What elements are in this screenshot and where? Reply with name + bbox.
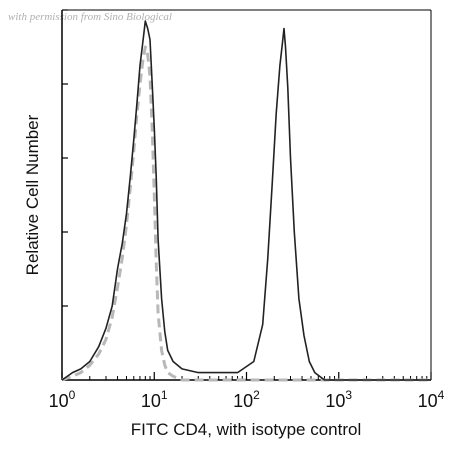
x-tick-label: 101 [141, 388, 168, 411]
y-axis-label: Relative Cell Number [23, 114, 42, 275]
x-tick-label: 103 [325, 388, 352, 411]
series-layer [61, 20, 431, 382]
x-tick-label: 100 [49, 388, 76, 411]
isotype-control-curve [61, 45, 431, 382]
x-axis-ticks [61, 372, 432, 380]
plot-frame [61, 9, 432, 381]
x-tick-label: 104 [418, 388, 445, 411]
x-axis-tick-labels: 100 101 102 103 104 [49, 388, 445, 411]
y-axis-ticks [62, 9, 68, 381]
x-axis-label: FITC CD4, with isotype control [131, 420, 362, 439]
fitc-cd4-curve [61, 20, 431, 381]
x-tick-label: 102 [233, 388, 260, 411]
watermark-text: with permission from Sino Biological [8, 11, 172, 23]
